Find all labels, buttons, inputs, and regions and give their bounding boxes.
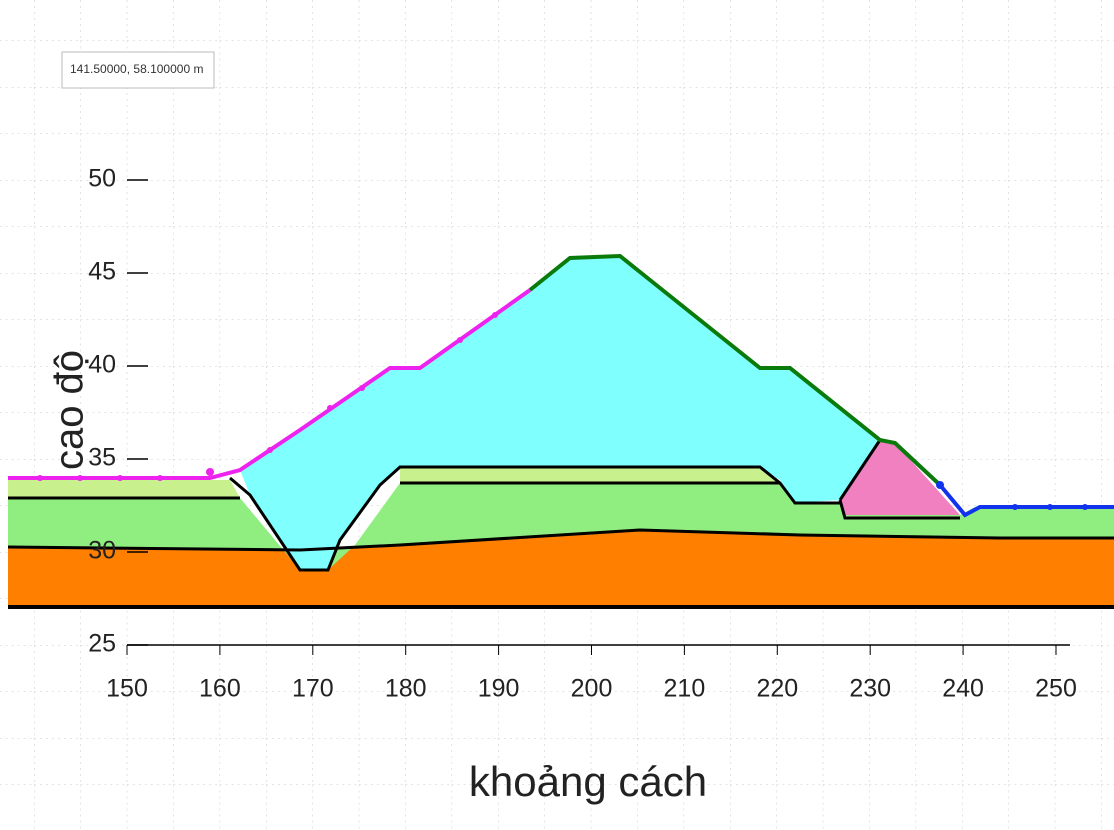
coordinate-text: 141.50000, 58.100000 m <box>70 62 203 76</box>
x-tick-label: 160 <box>199 675 241 703</box>
y-axis-label: cao độ <box>48 350 92 470</box>
y-tick-label: 25 <box>88 630 116 658</box>
x-tick-label: 180 <box>385 675 427 703</box>
top-layer-left <box>8 480 240 498</box>
drain-toe <box>840 440 960 515</box>
x-tick-label: 170 <box>292 675 334 703</box>
x-tick-label: 240 <box>942 675 984 703</box>
dam-body <box>240 256 880 570</box>
y-tick-label: 45 <box>88 258 116 286</box>
y-tick-label: 30 <box>88 537 116 565</box>
x-tick-label: 230 <box>849 675 891 703</box>
x-tick-label: 200 <box>571 675 613 703</box>
x-axis-label: khoảng cách <box>469 758 707 805</box>
coordinate-tooltip <box>61 51 215 89</box>
boundaries <box>7 439 1114 609</box>
core-strip <box>400 467 780 483</box>
x-tick-label: 150 <box>106 675 148 703</box>
upstream-points <box>37 312 498 481</box>
x-tick-label: 220 <box>756 675 798 703</box>
y-tick-label: 40 <box>88 351 116 379</box>
tailwater-points <box>936 481 1088 510</box>
clay-layer <box>8 483 1114 570</box>
x-tick-label: 250 <box>1035 675 1077 703</box>
downstream-slope <box>528 253 942 487</box>
y-tick-label: 50 <box>88 165 116 193</box>
x-tick-label: 190 <box>478 675 520 703</box>
y-tick-label: 35 <box>88 444 116 472</box>
foundation-layer <box>8 530 1114 607</box>
upstream-slope <box>8 288 532 480</box>
x-tick-label: 210 <box>664 675 706 703</box>
